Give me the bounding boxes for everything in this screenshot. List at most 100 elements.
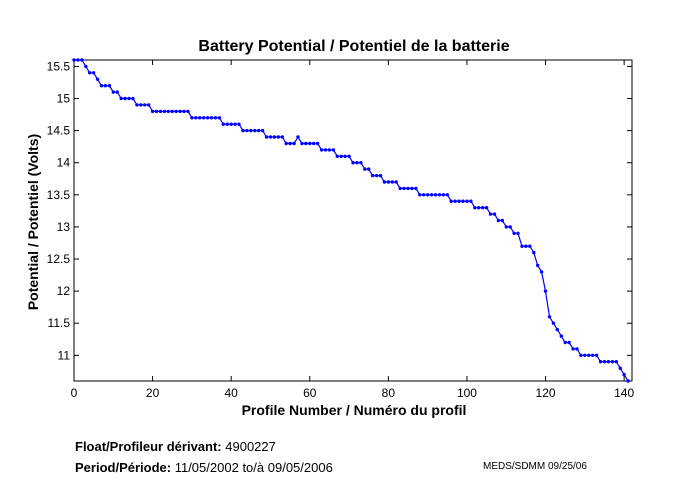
data-point [433,193,438,197]
data-point [264,135,269,139]
data-point [598,360,603,364]
data-point [135,103,139,107]
float-id-line: Float/Profileur dérivant: 4900227 [75,439,276,454]
data-point [217,116,222,120]
data-point [532,250,536,255]
data-point [115,90,119,94]
data-point [150,109,155,114]
data-point [382,180,387,184]
data-point [473,206,477,210]
data-point [198,116,202,120]
y-axis-label: Potential / Potentiel (Volts) [25,134,41,310]
data-point [272,135,277,139]
data-point [575,347,579,351]
data-point [453,199,457,203]
data-point [551,321,556,325]
y-tick-label: 14.5 [47,124,71,138]
data-point [520,244,524,248]
data-point [539,270,544,274]
data-point [162,109,167,114]
data-point [304,141,308,146]
data-point [284,141,288,146]
data-point [229,122,233,126]
x-tick-label: 100 [457,386,477,400]
y-tick-label: 11.5 [48,316,71,330]
data-point [445,193,449,197]
data-point [268,135,273,139]
data-point [508,225,512,229]
y-tick-label: 15.5 [47,59,71,73]
axis-ticks: 0 20 40 60 80 100 120 140 11 11.5 12 12.5 13 13.5 14 14… [47,59,635,400]
data-point [429,193,434,197]
data-point [602,360,607,364]
data-point [398,186,402,191]
x-tick-label: 20 [146,386,160,400]
data-point [178,109,182,114]
data-point [406,186,410,191]
data-point [194,116,198,120]
data-point [587,353,591,357]
data-point [205,116,210,120]
y-tick-label: 15 [57,92,71,106]
data-point [95,77,100,82]
data-point [288,141,292,146]
data-point [591,353,595,357]
x-tick-label: 80 [382,386,396,400]
data-point [410,186,414,191]
data-point [528,244,532,248]
data-point [370,173,375,178]
data-point [363,167,367,171]
data-point [139,103,143,107]
data-point [469,199,473,203]
data-point [579,353,583,357]
data-point [418,193,422,197]
data-point [402,186,406,191]
data-point [327,148,332,152]
data-point [190,116,194,120]
x-tick-label: 0 [71,386,78,400]
period-line: Period/Période: 11/05/2002 to/à 09/05/20… [75,460,333,475]
data-point [76,58,80,62]
data-point [343,154,347,158]
data-point [202,116,206,120]
data-point [378,173,383,178]
data-point [331,148,336,152]
data-point [606,360,611,364]
data-point [437,193,442,197]
data-point [524,244,528,248]
data-point [386,180,391,184]
data-point [221,122,225,126]
data-point [504,225,508,229]
data-point [292,141,296,146]
period-to: 09/05/2006 [267,460,333,475]
data-point [260,128,265,133]
data-point [257,128,261,133]
data-point [99,84,104,88]
data-point [414,186,418,191]
data-point [449,199,453,203]
period-label: Period/Période: [75,460,172,475]
period-separator: to/à [242,460,265,475]
data-point [614,360,618,364]
data-point [583,353,587,357]
data-point [154,109,159,114]
y-tick-label: 14 [57,156,71,170]
data-point [465,199,469,203]
data-point [315,141,320,146]
data-point [174,109,178,114]
data-point [488,212,493,216]
data-point [394,180,398,184]
data-point [253,128,257,133]
data-point [88,71,92,75]
float-value: 4900227 [225,439,276,454]
data-point [563,340,567,345]
data-point [610,360,615,364]
data-point [571,347,575,351]
data-point [500,218,504,223]
data-point [492,212,497,216]
data-point [457,199,461,203]
data-point [72,58,76,62]
y-tick-label: 13.5 [47,188,71,202]
data-point [241,128,245,133]
plot-frame [73,59,633,382]
